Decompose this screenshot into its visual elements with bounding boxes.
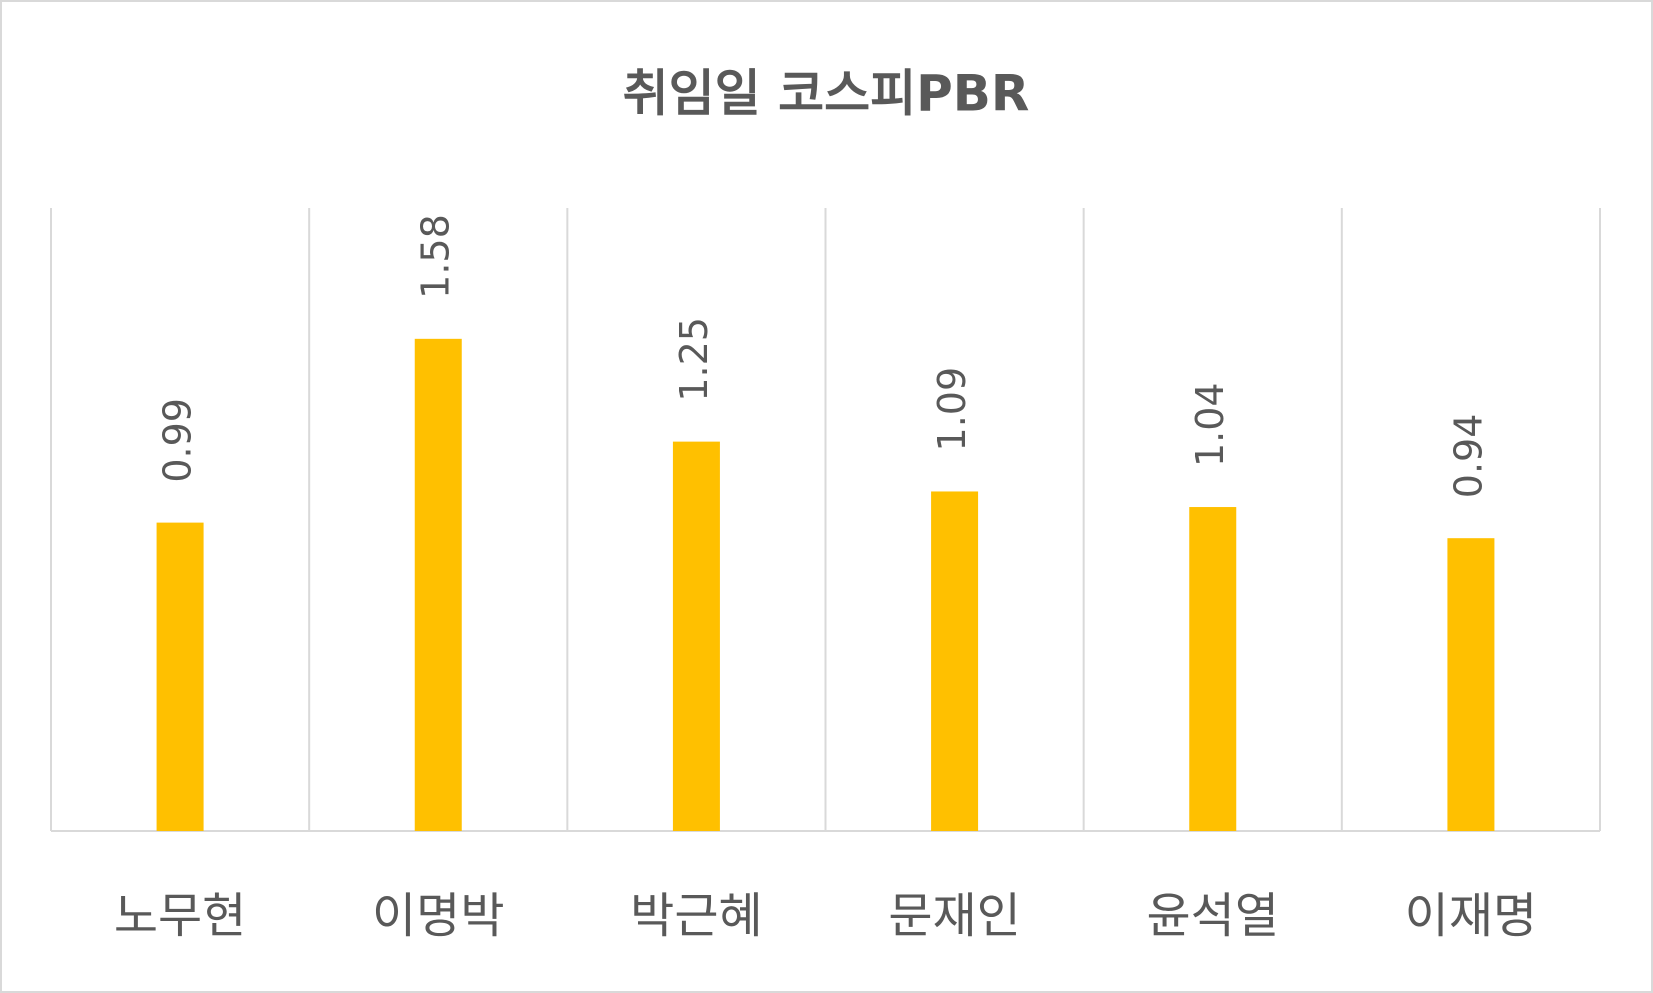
bar <box>414 338 462 831</box>
value-label: 1.25 <box>672 317 716 402</box>
value-label: 0.99 <box>156 398 200 483</box>
x-tick-label: 박근혜 <box>630 888 762 944</box>
value-label: 1.09 <box>930 367 974 452</box>
value-label: 0.94 <box>1446 414 1490 499</box>
chart-title: 취임일 코스피PBR <box>623 65 1030 123</box>
bar <box>931 491 979 831</box>
x-tick-label: 이재명 <box>1405 888 1537 944</box>
x-tick-label: 문재인 <box>888 888 1020 944</box>
bar <box>1447 538 1495 831</box>
value-label: 1.04 <box>1188 382 1232 467</box>
x-tick-label: 노무현 <box>114 888 246 944</box>
bar <box>1189 507 1237 831</box>
value-label: 1.58 <box>414 214 458 299</box>
x-tick-label: 윤석열 <box>1147 888 1279 944</box>
bar <box>672 441 720 831</box>
x-tick-label: 이명박 <box>372 888 504 944</box>
bar <box>156 522 204 831</box>
